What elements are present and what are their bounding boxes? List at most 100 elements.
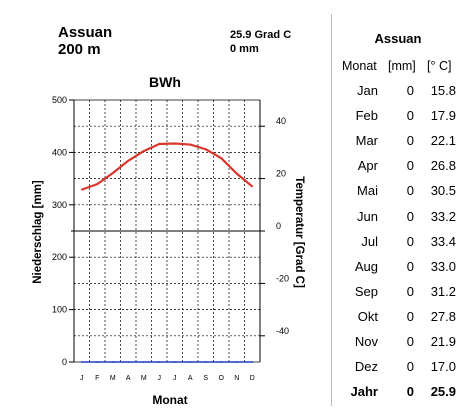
y-axis-left-label: Niederschlag [mm] <box>32 180 44 284</box>
table-header-temp: [° C] <box>427 59 452 73</box>
temp-cell: 17.9 <box>430 108 456 124</box>
temp-cell: 33.0 <box>430 258 456 274</box>
month-cell: Jahr <box>350 384 378 400</box>
precipitation-point <box>127 361 130 363</box>
precip-cell: 0 <box>406 208 414 224</box>
precip-cell: 0 <box>406 83 414 98</box>
month-cell: Okt <box>357 308 378 324</box>
precipitation-point <box>173 361 176 363</box>
month-cell: Nov <box>354 334 378 349</box>
temperature-point <box>189 143 192 146</box>
station-elevation: 200 m <box>58 41 101 58</box>
precip-cell: 0 <box>406 334 414 349</box>
precipitation-point <box>189 361 192 363</box>
precip-cell: 0 <box>406 258 414 274</box>
station-name: Assuan <box>58 24 113 41</box>
table-row: Jul 0 33.4 <box>332 234 464 259</box>
month-cell: Apr <box>357 158 378 174</box>
x-tick-label: J <box>80 375 84 382</box>
table-row: Okt 0 27.8 <box>332 309 464 334</box>
x-tick-label: F <box>95 375 99 382</box>
temperature-point <box>111 172 114 174</box>
temperature-point <box>96 183 99 186</box>
climate-table: Assuan Monat [mm] [° C] Jan 0 15.8 Feb 0 17.9… <box>331 14 464 406</box>
temp-cell: 22.1 <box>430 133 456 149</box>
temperature-point <box>142 150 145 152</box>
temp-cell: 31.2 <box>430 283 456 299</box>
y-tick-label-right: 0 <box>276 221 281 231</box>
table-row: Nov 0 21.9 <box>332 334 464 359</box>
precipitation-point <box>80 361 83 363</box>
temp-cell: 27.8 <box>430 308 456 324</box>
y-tick-label-right: -40 <box>276 326 289 336</box>
temperature-line <box>81 142 253 191</box>
y-tick-label-right: -20 <box>276 273 289 283</box>
temperature-point <box>220 157 223 160</box>
month-cell: Feb <box>355 108 378 124</box>
x-tick-label: D <box>250 375 255 382</box>
y-tick-label-right: 40 <box>276 116 286 126</box>
y-axis-right-label: Temperatur [Grad C] <box>293 176 305 288</box>
temperature-point <box>204 148 207 151</box>
month-cell: Jan <box>357 83 378 98</box>
month-cell: Aug <box>354 258 378 274</box>
y-tick-label-right: 20 <box>276 169 286 179</box>
precip-cell: 0 <box>406 308 414 324</box>
table-header-precip: [mm] <box>388 59 416 73</box>
temp-cell: 21.9 <box>430 334 456 349</box>
temp-cell: 33.2 <box>430 208 456 224</box>
temp-cell: 33.4 <box>430 233 456 249</box>
precip-cell: 0 <box>406 158 414 174</box>
temp-cell: 15.8 <box>430 83 456 98</box>
temperature-point <box>235 172 238 175</box>
x-tick-label: S <box>203 375 208 382</box>
precip-cell: 0 <box>406 283 414 299</box>
x-axis-label: Monat <box>152 393 187 407</box>
month-cell: Sep <box>354 283 378 299</box>
table-row: Dez 0 17.0 <box>332 359 464 384</box>
month-cell: Jun <box>357 208 378 224</box>
temperature-point <box>80 188 83 191</box>
table-row-total: Jahr 0 25.9 <box>332 384 464 409</box>
y-tick-label-left: 400 <box>52 147 67 157</box>
precip-cell: 0 <box>406 233 414 249</box>
temperature-point <box>158 143 161 145</box>
precipitation-point <box>235 361 238 363</box>
precip-cell: 0 <box>406 359 414 375</box>
month-cell: Mar <box>355 133 378 149</box>
table-header-month: Monat <box>342 59 377 73</box>
chart-title: BWh <box>149 74 181 90</box>
y-tick-label-left: 300 <box>52 200 67 210</box>
precip-cell: 0 <box>406 108 414 124</box>
precipitation-point <box>111 361 114 363</box>
y-tick-label-left: 200 <box>52 252 67 262</box>
table-title: Assuan <box>374 31 422 46</box>
x-tick-label: M <box>110 375 116 382</box>
temperature-point <box>173 142 176 145</box>
precipitation-point <box>142 361 145 363</box>
temperature-point <box>251 185 254 188</box>
temp-cell: 26.8 <box>430 158 456 174</box>
table-row: Aug 0 33.0 <box>332 259 464 284</box>
table-row: Jun 0 33.2 <box>332 209 464 234</box>
x-tick-label: A <box>126 375 131 382</box>
temp-cell: 17.0 <box>430 359 456 375</box>
y-tick-label-left: 500 <box>52 95 67 105</box>
precipitation-point <box>158 361 161 363</box>
climate-chart-panel: Assuan 200 m 25.9 Grad C 0 mm 0 100 200 300… <box>32 24 305 407</box>
plot-series <box>80 142 254 363</box>
temp-cell: 25.9 <box>430 384 456 400</box>
table-row: Apr 0 26.8 <box>332 158 464 183</box>
month-cell: Dez <box>354 359 378 375</box>
annual-precipitation: 0 mm <box>230 43 259 55</box>
x-tick-label: J <box>158 375 162 382</box>
table-row: Sep 0 31.2 <box>332 284 464 309</box>
precipitation-point <box>251 361 254 363</box>
table-row: Feb 0 17.9 <box>332 108 464 133</box>
precip-cell: 0 <box>406 183 414 199</box>
precip-cell: 0 <box>406 133 414 149</box>
annual-temperature: 25.9 Grad C <box>230 29 292 41</box>
plot-axes: 0 100 200 300 400 500 -40 -20 0 20 40 J F M A M J J A S O N D <box>52 95 289 382</box>
x-tick-label: M <box>141 375 147 382</box>
